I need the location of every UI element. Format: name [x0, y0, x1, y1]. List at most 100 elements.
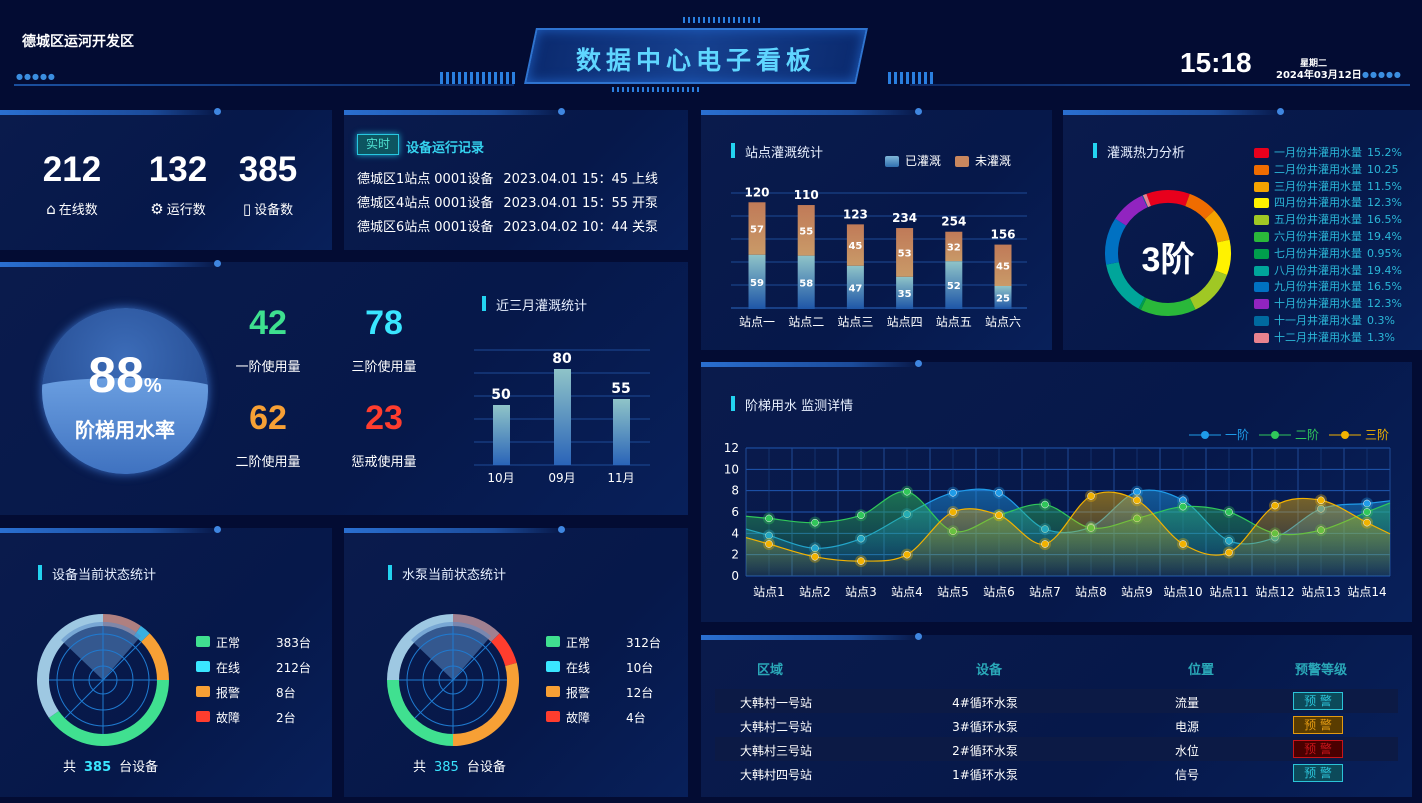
segment-label: 57	[750, 225, 764, 236]
donut-slice	[1142, 193, 1151, 208]
status-name: 故障	[216, 711, 241, 725]
data-point	[1363, 518, 1371, 527]
status-count: 10台	[626, 661, 654, 675]
header-line-right	[910, 84, 1410, 86]
record-action: 关泵	[632, 220, 659, 235]
heat-legend-item: 四月份井灌用水量 12.3%	[1254, 194, 1402, 210]
total-value: 385	[84, 760, 112, 775]
status-name: 在线	[216, 661, 241, 675]
data-point	[949, 489, 957, 497]
heat-legend-item: 十二月井灌用水量 1.3%	[1254, 329, 1395, 345]
segment-label: 45	[996, 261, 1010, 272]
y-tick-label: 10	[724, 462, 739, 476]
y-tick-label: 8	[731, 484, 739, 498]
device-status-panel: 设备当前状态统计 正常 383台 在线 212台 报警 8台 故障 2台共 385 台设备	[0, 526, 332, 797]
donut-slice	[1115, 195, 1148, 226]
heat-panel: 灌溉热力分析 3阶 一月份井灌用水量 15.2% 二月份井灌用水量 10.25 三月份井…	[1063, 108, 1422, 350]
data-point	[1179, 502, 1187, 511]
legend-swatch	[1254, 198, 1269, 209]
legend-value: 12.3%	[1367, 297, 1402, 311]
legend-value: 15.2%	[1367, 146, 1402, 159]
stat-label: 运行数	[166, 203, 206, 218]
record-time: 2023.04.01 15：55	[503, 196, 629, 211]
cell-device: 1#循环水泵	[952, 768, 1018, 782]
bar-irrigated	[797, 255, 815, 309]
pump-status-panel: 水泵当前状态统计 正常 312台 在线 10台 报警 12台 故障 4台共 385 台设备	[344, 526, 688, 797]
status-total: 共 385 台设备	[413, 756, 506, 775]
column-header: 设备	[975, 663, 1002, 678]
panel-decoration	[701, 108, 922, 115]
bar-not-irrigated	[748, 202, 766, 255]
cell-position: 信号	[1175, 768, 1200, 782]
legend-swatch	[1254, 148, 1269, 158]
data-point	[903, 550, 911, 559]
heat-legend-item: 七月份井灌用水量 0.95%	[1254, 245, 1402, 261]
segment-label: 45	[848, 241, 862, 252]
donut-slice	[1106, 262, 1145, 309]
device-icon: ▯	[242, 200, 252, 218]
bar-value-label: 50	[491, 387, 511, 403]
clock-time: 15:18	[1180, 47, 1252, 78]
cell-position: 电源	[1175, 720, 1200, 734]
water-rate-panel: 88% 阶梯用水率 42 一阶使用量 78 三阶使用量 62 二阶使用量 23 惩戒使用量 近…	[0, 260, 688, 515]
data-point	[811, 553, 819, 561]
table-row: 大韩村四号站 1#循环水泵 信号 预 警	[715, 761, 1398, 785]
donut-slice	[1138, 297, 1147, 310]
status-count: 4台	[626, 711, 646, 725]
x-tick-label: 站点三	[837, 315, 873, 329]
legend-label: 一月份井灌用水量	[1274, 146, 1362, 159]
panel-decoration	[701, 360, 922, 367]
table-row: 大韩村一号站 4#循环水泵 流量 预 警	[715, 689, 1398, 713]
panel-decoration	[701, 633, 922, 640]
bar-not-irrigated	[994, 244, 1012, 286]
legend-label: 一阶	[1225, 428, 1249, 442]
building-icon: ⌂	[46, 200, 56, 218]
pump-status-title: 水泵当前状态统计	[388, 564, 506, 583]
x-tick-label: 站点四	[887, 315, 923, 329]
legend-label: 二阶	[1295, 428, 1319, 442]
panel-decoration	[1063, 108, 1284, 115]
usage-value: 42	[249, 304, 287, 342]
x-tick-label: 站点6	[983, 585, 1015, 599]
x-tick-label: 站点六	[985, 315, 1021, 329]
ring-segment	[387, 680, 453, 746]
data-point	[1041, 540, 1049, 548]
legend-swatch	[196, 711, 210, 722]
cell-area: 大韩村三号站	[740, 744, 813, 758]
data-point	[1133, 496, 1141, 505]
stat-value: 212	[42, 150, 102, 189]
usage-value: 62	[249, 399, 287, 437]
legend-value: 0.3%	[1367, 314, 1395, 327]
data-point	[1225, 548, 1233, 557]
legend-swatch	[1254, 248, 1269, 259]
bar-irrigated	[748, 254, 766, 309]
data-point	[1317, 496, 1325, 505]
stat-label: 设备数	[254, 203, 294, 218]
segment-label: 53	[898, 248, 912, 259]
radar-sweep	[61, 621, 141, 680]
legend-swatch	[1254, 232, 1269, 242]
x-tick-label: 09月	[548, 471, 575, 485]
donut-slice	[1185, 193, 1215, 220]
header-dots-right: ●●●●●	[1362, 70, 1402, 79]
record-item: 德城区6站点 0001设备 2023.04.02 10：44 关泵	[357, 216, 662, 235]
records-panel: 实时 设备运行记录 德城区1站点 0001设备 2023.04.01 15：45 上线…	[344, 108, 688, 250]
heat-legend-item: 二月份井灌用水量 10.25	[1254, 161, 1399, 177]
panel-decoration	[344, 526, 565, 533]
total-suffix: 台设备	[466, 760, 506, 775]
legend-label: 三阶	[1365, 428, 1389, 442]
status-radar-ring	[36, 614, 169, 746]
total-label: 123	[843, 207, 868, 221]
x-tick-label: 站点9	[1121, 585, 1153, 599]
donut-slice	[1140, 297, 1196, 316]
legend-swatch	[196, 661, 210, 672]
data-point	[1179, 540, 1187, 548]
status-name: 正常	[216, 636, 241, 650]
data-point	[1363, 508, 1371, 516]
stat-label-row: ⚙ 运行数	[133, 199, 223, 218]
water-fill	[42, 377, 208, 474]
header-line-left	[14, 84, 514, 86]
total-suffix: 台设备	[119, 760, 159, 775]
x-tick-label: 站点3	[845, 585, 877, 599]
